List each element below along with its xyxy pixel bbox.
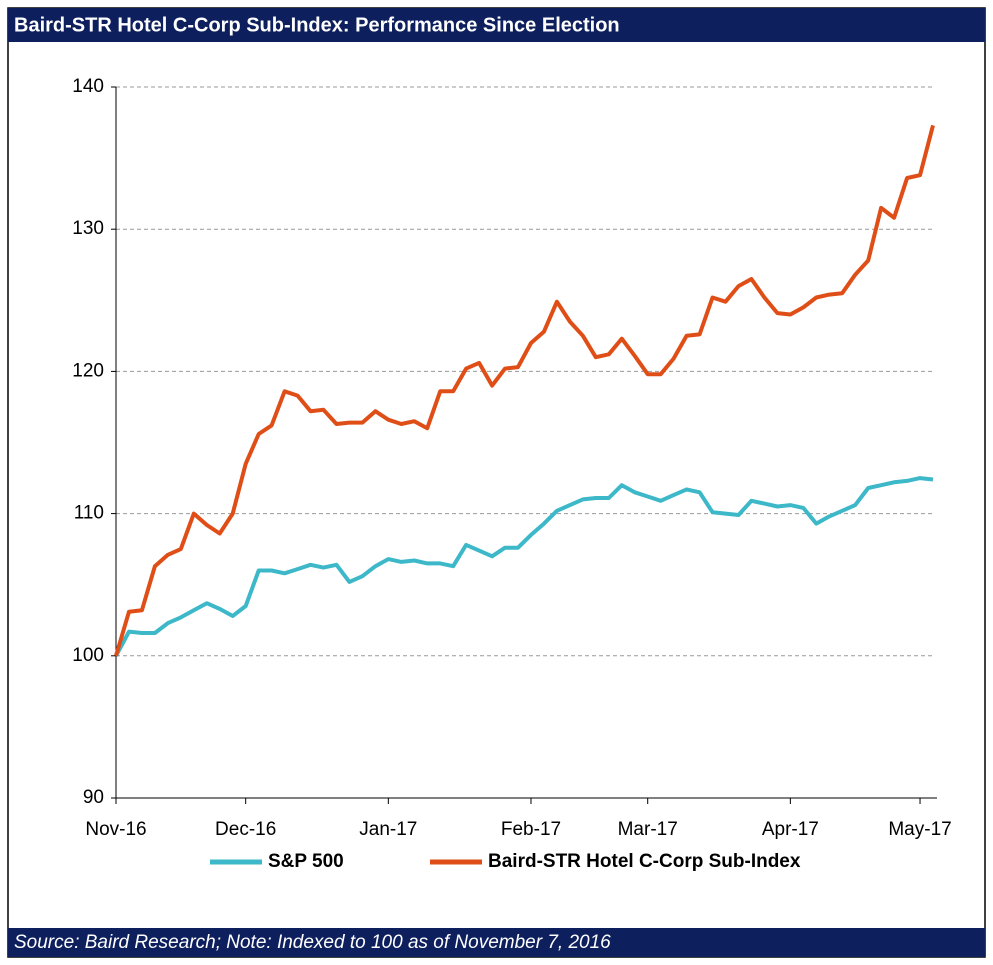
x-tick-label: May-17	[888, 819, 951, 840]
chart-title: Baird-STR Hotel C-Corp Sub-Index: Perfor…	[14, 14, 620, 36]
y-tick-label: 110	[74, 503, 104, 524]
x-tick-label: Nov-16	[85, 819, 146, 840]
y-tick-label: 90	[83, 787, 104, 808]
x-tick-label: Apr-17	[762, 819, 819, 840]
legend-label: Baird-STR Hotel C-Corp Sub-Index	[488, 851, 801, 872]
x-tick-label: Mar-17	[618, 819, 678, 840]
x-tick-label: Feb-17	[501, 819, 561, 840]
y-tick-label: 100	[72, 645, 104, 666]
y-tick-label: 130	[72, 218, 104, 239]
y-tick-label: 140	[72, 76, 104, 97]
series-line	[114, 124, 935, 657]
x-tick-label: Dec-16	[215, 819, 276, 840]
series-line	[114, 476, 934, 657]
y-tick-label: 120	[72, 360, 104, 381]
legend-label: S&P 500	[268, 851, 344, 872]
x-tick-label: Jan-17	[359, 819, 417, 840]
frame	[7, 7, 986, 958]
title-bar	[8, 8, 985, 42]
source-note: Source: Baird Research; Note: Indexed to…	[14, 932, 611, 953]
source-bar	[8, 928, 985, 957]
